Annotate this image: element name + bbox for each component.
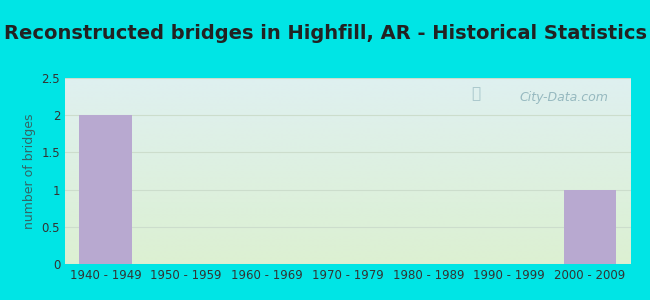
Text: Reconstructed bridges in Highfill, AR - Historical Statistics: Reconstructed bridges in Highfill, AR - … — [3, 24, 647, 43]
Text: ⓘ: ⓘ — [471, 86, 480, 101]
Bar — [79, 115, 132, 264]
Bar — [564, 190, 616, 264]
Y-axis label: number of bridges: number of bridges — [23, 113, 36, 229]
Text: City-Data.com: City-Data.com — [519, 91, 608, 104]
